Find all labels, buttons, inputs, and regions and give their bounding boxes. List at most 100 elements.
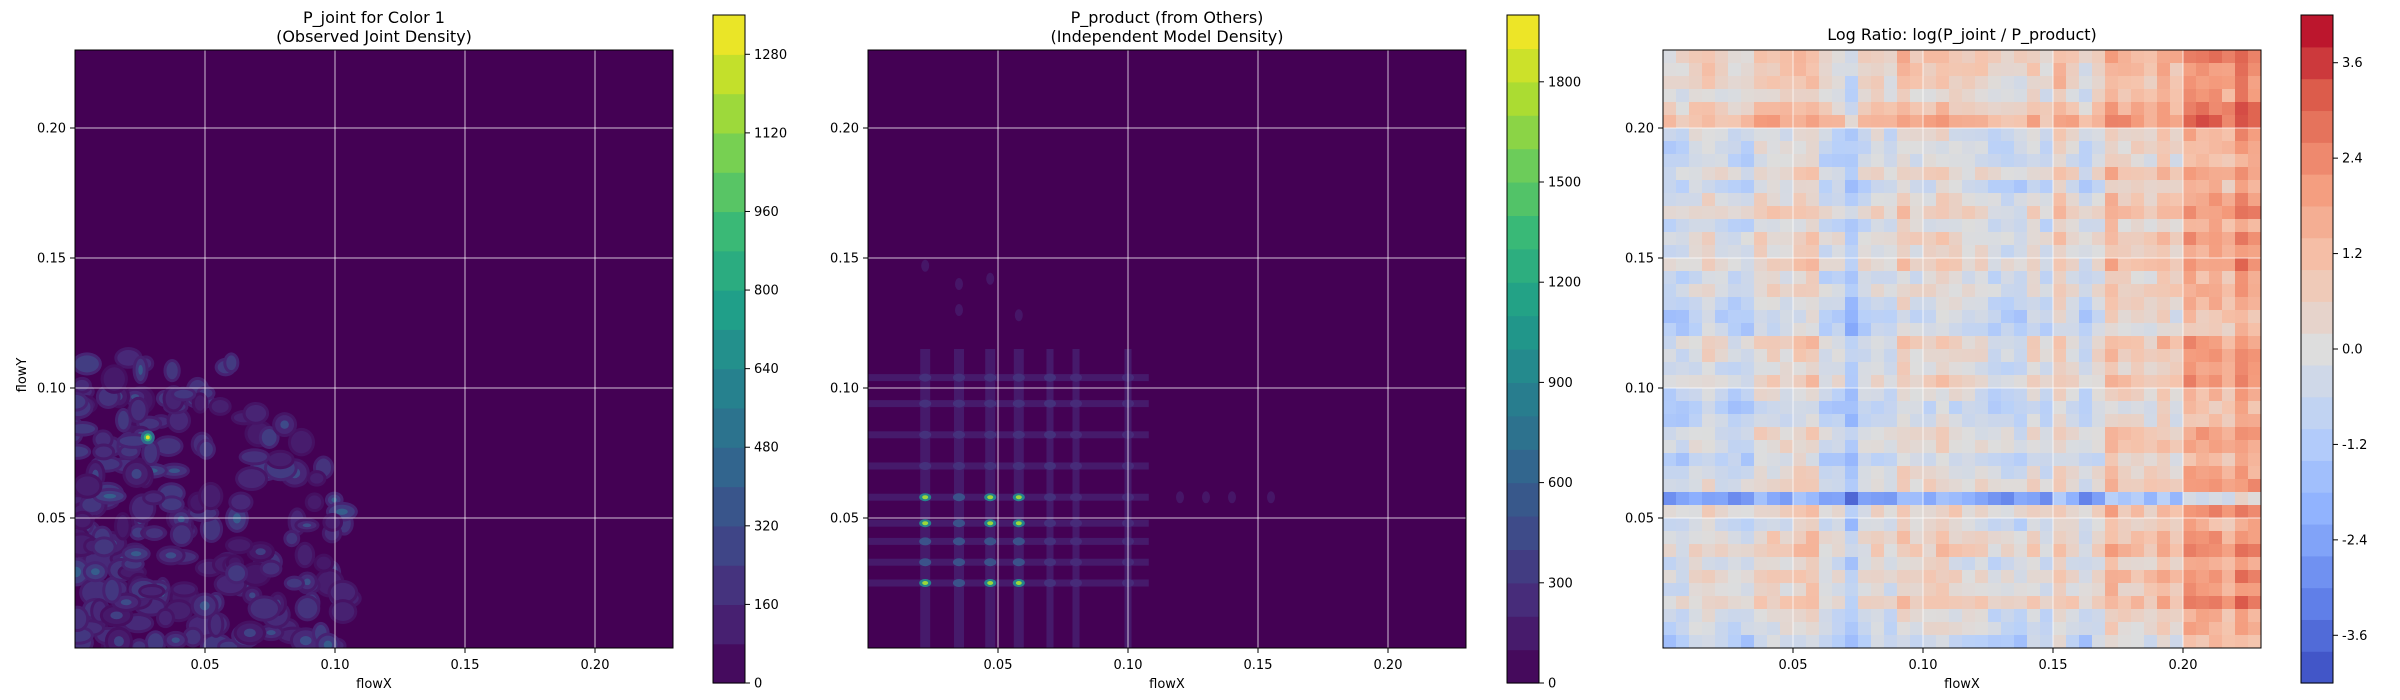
ratio-cell <box>2001 245 2015 259</box>
ratio-cell <box>1871 375 1885 389</box>
ratio-cell <box>1845 453 1859 467</box>
ratio-cell <box>1663 440 1677 454</box>
ratio-cell <box>1793 492 1807 506</box>
ratio-cell <box>1741 453 1755 467</box>
product-peak <box>953 537 965 546</box>
ratio-cell <box>1715 466 1729 480</box>
ratio-cell <box>1715 453 1729 467</box>
ratio-cell <box>2079 414 2093 428</box>
ratio-cell <box>1988 596 2002 610</box>
ratio-cell <box>2196 635 2210 648</box>
ratio-cell <box>2248 128 2261 142</box>
ratio-cell <box>2209 544 2223 558</box>
ratio-cell <box>1676 401 1690 415</box>
product-peak <box>953 430 965 439</box>
ratio-cell <box>1858 63 1872 77</box>
ratio-cell <box>2170 271 2184 285</box>
colorbar-tick-label: 2.4 <box>2342 152 2363 167</box>
ratio-cell <box>2105 375 2119 389</box>
ratio-cell <box>1897 76 1911 90</box>
ratio-cell <box>2157 154 2171 168</box>
ratio-cell <box>2183 115 2197 129</box>
ratio-cell <box>2001 466 2015 480</box>
ratio-cell <box>2183 167 2197 181</box>
ratio-cell <box>2131 50 2145 64</box>
product-peak <box>1044 430 1056 439</box>
ratio-cell <box>2105 258 2119 272</box>
ratio-cell <box>2248 362 2261 376</box>
colorbar-tick-label: 960 <box>754 205 779 220</box>
ratio-cell <box>2092 50 2106 64</box>
ratio-cell <box>2248 258 2261 272</box>
y-tick-label: 0.10 <box>830 382 859 397</box>
ratio-cell <box>2118 583 2132 597</box>
ratio-cell <box>1832 622 1846 636</box>
ratio-cell <box>2183 206 2197 220</box>
ratio-cell <box>1663 63 1677 77</box>
ratio-cell <box>2092 232 2106 246</box>
ratio-cell <box>2079 609 2093 623</box>
ratio-cell <box>2222 414 2236 428</box>
ratio-cell <box>2157 167 2171 181</box>
ratio-cell <box>1715 310 1729 324</box>
ratio-cell <box>1949 622 1963 636</box>
product-peak <box>919 537 932 546</box>
ratio-cell <box>1780 310 1794 324</box>
ratio-cell <box>2157 349 2171 363</box>
ratio-cell <box>2105 310 2119 324</box>
density-contour <box>103 367 125 391</box>
colorbar-frame <box>1506 14 1540 684</box>
ratio-cell <box>1923 427 1937 441</box>
ratio-cell <box>2209 583 2223 597</box>
ratio-cell <box>1793 167 1807 181</box>
ratio-cell <box>1663 102 1677 116</box>
ratio-cell <box>2131 258 2145 272</box>
colorbar-band <box>713 250 745 291</box>
ratio-cell <box>1663 167 1677 181</box>
ratio-cell <box>1988 258 2002 272</box>
ratio-cell <box>1741 141 1755 155</box>
ratio-cell <box>2092 89 2106 103</box>
ratio-cell <box>2014 167 2028 181</box>
ratio-cell <box>1741 518 1755 532</box>
ratio-cell <box>2092 63 2106 77</box>
ratio-cell <box>1975 180 1989 194</box>
ratio-cell <box>1754 596 1768 610</box>
ratio-cell <box>2040 349 2054 363</box>
ratio-cell <box>1845 141 1859 155</box>
ratio-cell <box>1702 635 1716 648</box>
density-contour <box>120 599 132 606</box>
ratio-cell <box>1780 258 1794 272</box>
ratio-cell <box>2131 544 2145 558</box>
ratio-cell <box>2248 232 2261 246</box>
ratio-cell <box>1962 141 1976 155</box>
ratio-cell <box>1871 583 1885 597</box>
ratio-cell <box>2001 271 2015 285</box>
ratio-cell <box>2066 375 2080 389</box>
ratio-cell <box>1962 596 1976 610</box>
ratio-cell <box>1975 622 1989 636</box>
ratio-cell <box>2209 115 2223 129</box>
ratio-cell <box>2183 89 2197 103</box>
ratio-cell <box>2183 609 2197 623</box>
product-peak <box>1044 519 1056 528</box>
ratio-cell <box>1715 180 1729 194</box>
ratio-cell <box>1676 219 1690 233</box>
ratio-cell <box>2105 440 2119 454</box>
ratio-cell <box>2209 336 2223 350</box>
ratio-cell <box>1845 128 1859 142</box>
ratio-cell <box>2144 102 2158 116</box>
ratio-cell <box>2053 154 2067 168</box>
ratio-cell <box>2157 622 2171 636</box>
ratio-cell <box>1676 362 1690 376</box>
ratio-cell <box>1728 557 1742 571</box>
colorbar-tick-label: 900 <box>1548 376 1573 391</box>
product-peak <box>1012 537 1025 546</box>
ratio-cell <box>2079 518 2093 532</box>
ratio-cell <box>2183 453 2197 467</box>
ratio-cell <box>2170 531 2184 545</box>
ratio-cell <box>1936 154 1950 168</box>
ratio-cell <box>1988 427 2002 441</box>
ratio-cell <box>1884 583 1898 597</box>
ratio-cell <box>1910 297 1924 311</box>
